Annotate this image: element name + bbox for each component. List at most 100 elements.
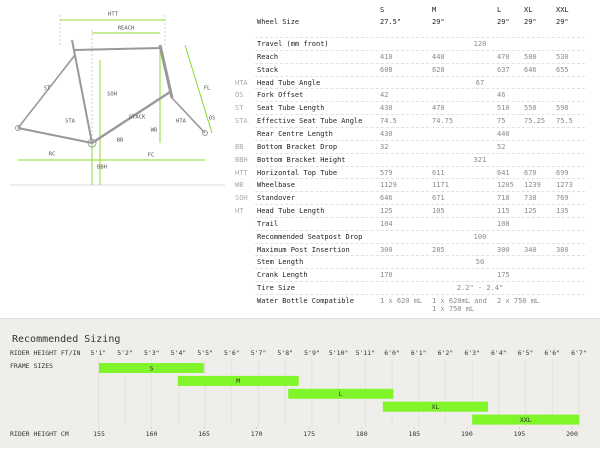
dimension-label: HTT (108, 12, 119, 18)
row-abbr: ST (235, 104, 244, 113)
y-axis-title: FRAME SIZES (10, 362, 53, 370)
chain-stay (17, 127, 93, 144)
x-tick-top-label: 5'4" (171, 349, 187, 357)
table-cell: 608 (380, 65, 393, 74)
bottom-bracket (87, 138, 97, 148)
dimension-label: REACH (118, 26, 135, 32)
table-cell: 579 (380, 168, 393, 177)
table-cell: 29" (432, 18, 445, 26)
row-separator (255, 255, 585, 257)
x-tick-label: 160 (146, 430, 158, 438)
table-cell: 42 (380, 91, 389, 100)
x-tick-top-label: 5'2" (117, 349, 133, 357)
row-abbr: WB (235, 181, 244, 190)
dimension-label: BBH (97, 165, 107, 171)
row-separator (255, 88, 585, 90)
table-cell: 670 (524, 168, 537, 177)
dimension-label: WB (151, 128, 158, 134)
row-abbr: OS (235, 91, 244, 100)
table-cell: 1 x 620mL and 1 x 750 mL (432, 297, 487, 313)
x-tick-top-label: 6'7" (571, 349, 587, 357)
table-cell: 699 (556, 168, 569, 177)
row-label: Water Bottle Compatible (257, 297, 354, 305)
table-cell: 29" (524, 18, 537, 26)
x-tick-label: 200 (566, 430, 578, 438)
table-cell: 637 (497, 65, 510, 74)
table-cell: 135 (556, 207, 569, 216)
row-label: Stack (257, 65, 279, 74)
row-label: Bottom Bracket Height (257, 155, 346, 164)
geometry-diagram: HTT REACH ST SOH STACK STA HTA FL OS WB BB BBH RC FC (10, 12, 225, 186)
table-cell: 1205 (497, 181, 514, 190)
table-cell: 655 (556, 65, 569, 74)
table-cell: 641 (497, 168, 510, 177)
table-cell: 628 (432, 65, 445, 74)
dimension-label: SOH (107, 92, 117, 98)
column-header: XXL (556, 6, 569, 14)
row-label: Fork Offset (257, 91, 304, 100)
front-axle (202, 130, 208, 136)
size-bar (472, 414, 580, 425)
table-cell: 410 (380, 52, 393, 61)
table-cell: 1273 (556, 181, 573, 190)
dimension-label: STACK (129, 115, 146, 121)
x-tick-top-label: 5'10" (329, 349, 349, 357)
row-separator (255, 101, 585, 103)
row-label: Crank Length (257, 271, 308, 280)
table-cell: 74.5 (380, 117, 397, 126)
x-tick-top-label: 5'1" (91, 349, 107, 357)
table-cell: 32 (380, 142, 389, 151)
table-cell: 50 (475, 258, 485, 267)
x-tick-top-label: 5'9" (304, 349, 320, 357)
table-cell: 440 (497, 129, 510, 138)
row-label: Recommended Seatpost Drop (257, 232, 363, 241)
x-tick-top-label: 6'5" (518, 349, 534, 357)
row-separator (255, 204, 585, 206)
table-cell: 671 (432, 194, 445, 203)
sizing-section: Recommended Sizing RIDER HEIGHT FT/IN FR… (0, 318, 600, 448)
column-header: L (497, 6, 502, 14)
dimension-label: HTA (176, 119, 187, 125)
dimension-label: BB (117, 138, 124, 144)
seat-tube (71, 39, 93, 144)
size-label: XXL (520, 416, 532, 424)
row-label: Wheelbase (257, 181, 295, 190)
row-separator (255, 126, 585, 128)
x-tick-label: 165 (198, 430, 210, 438)
size-label: M (236, 377, 240, 385)
table-cell: 46 (497, 91, 506, 100)
row-label: Effective Seat Tube Angle (257, 117, 363, 126)
size-bar (382, 401, 488, 412)
table-cell: 2.2" - 2.4" (456, 284, 504, 293)
table-cell: 175 (497, 271, 510, 280)
x-tick-label: 155 (93, 430, 105, 438)
table-cell: 104 (380, 219, 393, 228)
row-separator (255, 216, 585, 218)
table-cell: 646 (380, 194, 393, 203)
x-tick-top-label: 6'1" (411, 349, 427, 357)
table-cell: 1239 (524, 181, 541, 190)
rear-axle (15, 125, 21, 131)
table-cell: 75.25 (524, 117, 546, 126)
table-cell: 1 x 620 mL (380, 297, 423, 305)
x-axis-top-title: RIDER HEIGHT FT/IN (10, 349, 81, 357)
size-label: XL (431, 403, 439, 411)
column-header: S (380, 6, 385, 14)
row-abbr: BBH (235, 155, 248, 164)
size-bar (288, 388, 394, 399)
table-cell: 27.5" (380, 18, 402, 26)
down-tube (91, 90, 171, 145)
x-tick-label: 195 (514, 430, 526, 438)
row-abbr: STA (235, 117, 248, 126)
geometry-section: HTT REACH ST SOH STACK STA HTA FL OS WB BB BBH RC FC … (10, 6, 585, 313)
row-abbr: BB (235, 142, 244, 151)
row-label: Stem Length (257, 258, 304, 267)
row-label: Seat Tube Length (257, 104, 325, 113)
row-separator (255, 37, 585, 38)
x-tick-top-label: 5'5" (197, 349, 213, 357)
dimension-label: STA (65, 119, 76, 125)
table-cell: 550 (524, 104, 537, 113)
row-separator (255, 268, 585, 270)
row-label: Wheel Size (257, 18, 300, 26)
